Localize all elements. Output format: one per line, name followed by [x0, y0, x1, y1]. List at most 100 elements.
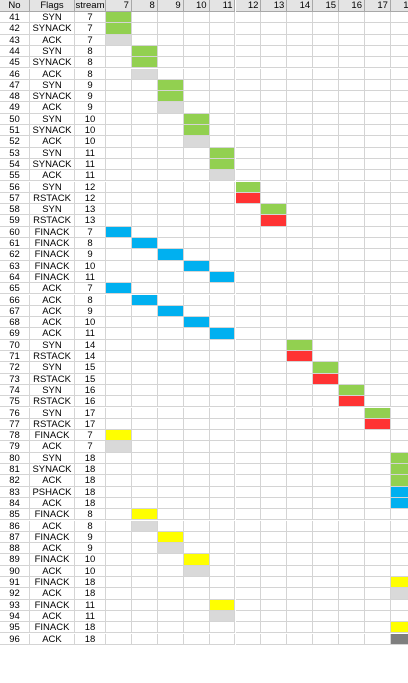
grid-cell[interactable]: [131, 204, 158, 216]
grid-cell[interactable]: [313, 452, 340, 464]
grid-cell[interactable]: [235, 509, 262, 521]
grid-cell[interactable]: [235, 260, 262, 272]
grid-cell[interactable]: [390, 182, 408, 193]
grid-cell[interactable]: [235, 543, 262, 555]
marked-cell-red[interactable]: [365, 418, 391, 431]
row-no-cell[interactable]: 86: [0, 520, 30, 532]
grid-cell[interactable]: [261, 418, 288, 431]
row-stream-cell[interactable]: 9: [75, 305, 106, 318]
marked-cell-yellow[interactable]: [390, 622, 408, 634]
grid-cell[interactable]: [339, 136, 365, 148]
grid-cell[interactable]: [261, 317, 288, 329]
grid-cell[interactable]: [261, 565, 288, 577]
grid-cell[interactable]: [235, 407, 262, 419]
grid-cell[interactable]: [339, 294, 365, 306]
row-no-cell[interactable]: 43: [0, 34, 30, 46]
grid-cell[interactable]: [183, 588, 210, 600]
grid-cell[interactable]: [235, 418, 262, 431]
grid-cell[interactable]: [287, 317, 314, 329]
grid-cell[interactable]: [209, 497, 236, 510]
row-flags-cell[interactable]: SYN: [30, 339, 75, 351]
grid-cell[interactable]: [313, 396, 340, 408]
grid-cell[interactable]: [235, 91, 262, 103]
row-no-cell[interactable]: 70: [0, 339, 30, 351]
row-flags-cell[interactable]: ACK: [30, 543, 75, 555]
column-header-15[interactable]: 15: [313, 0, 340, 12]
grid-cell[interactable]: [390, 12, 408, 24]
grid-cell[interactable]: [235, 226, 262, 238]
row-stream-cell[interactable]: 18: [75, 588, 106, 600]
grid-cell[interactable]: [106, 181, 132, 193]
row-flags-cell[interactable]: SYN: [30, 204, 75, 216]
grid-cell[interactable]: [287, 633, 314, 645]
grid-cell[interactable]: [313, 543, 340, 555]
grid-cell[interactable]: [131, 622, 158, 634]
marked-cell-green[interactable]: [183, 113, 210, 125]
grid-cell[interactable]: [235, 170, 262, 182]
grid-cell[interactable]: [131, 396, 158, 408]
grid-cell[interactable]: [339, 158, 365, 171]
marked-cell-green[interactable]: [390, 475, 408, 487]
grid-cell[interactable]: [339, 215, 365, 227]
row-flags-cell[interactable]: ACK: [30, 610, 75, 623]
grid-cell[interactable]: [106, 407, 132, 419]
grid-cell[interactable]: [183, 249, 210, 261]
grid-cell[interactable]: [339, 373, 365, 385]
grid-cell[interactable]: [261, 407, 288, 419]
grid-cell[interactable]: [183, 305, 210, 318]
grid-cell[interactable]: [157, 362, 184, 374]
grid-cell[interactable]: [287, 486, 314, 498]
grid-cell[interactable]: [157, 407, 184, 419]
grid-cell[interactable]: [183, 68, 210, 80]
grid-cell[interactable]: [183, 181, 210, 193]
grid-cell[interactable]: [157, 509, 184, 521]
grid-cell[interactable]: [106, 351, 132, 363]
grid-cell[interactable]: [313, 147, 340, 159]
grid-cell[interactable]: [365, 509, 391, 521]
row-stream-cell[interactable]: 15: [75, 373, 106, 385]
grid-cell[interactable]: [209, 464, 236, 476]
grid-cell[interactable]: [339, 125, 365, 137]
row-no-cell[interactable]: 80: [0, 452, 30, 464]
marked-cell-yellow[interactable]: [183, 554, 210, 566]
row-stream-cell[interactable]: 11: [75, 271, 106, 284]
grid-cell[interactable]: [131, 633, 158, 645]
grid-cell[interactable]: [131, 249, 158, 261]
grid-cell[interactable]: [131, 486, 158, 498]
grid-cell[interactable]: [261, 12, 288, 24]
grid-cell[interactable]: [287, 102, 314, 114]
row-stream-cell[interactable]: 12: [75, 192, 106, 205]
row-stream-cell[interactable]: 7: [75, 283, 106, 295]
row-no-cell[interactable]: 57: [0, 192, 30, 205]
grid-cell[interactable]: [209, 136, 236, 148]
grid-cell[interactable]: [209, 181, 236, 193]
grid-cell[interactable]: [390, 159, 408, 171]
grid-cell[interactable]: [365, 328, 391, 340]
grid-cell[interactable]: [131, 531, 158, 544]
marked-cell-gray[interactable]: [183, 136, 210, 148]
grid-cell[interactable]: [313, 204, 340, 216]
grid-cell[interactable]: [235, 23, 262, 35]
grid-cell[interactable]: [106, 520, 132, 532]
grid-cell[interactable]: [365, 79, 391, 92]
grid-cell[interactable]: [390, 35, 408, 46]
grid-cell[interactable]: [209, 45, 236, 58]
grid-cell[interactable]: [235, 384, 262, 397]
grid-cell[interactable]: [313, 294, 340, 306]
grid-cell[interactable]: [339, 170, 365, 182]
grid-cell[interactable]: [390, 46, 408, 58]
grid-cell[interactable]: [209, 418, 236, 431]
grid-cell[interactable]: [313, 34, 340, 46]
grid-cell[interactable]: [183, 283, 210, 295]
grid-cell[interactable]: [209, 441, 236, 453]
grid-cell[interactable]: [365, 12, 391, 24]
grid-cell[interactable]: [365, 351, 391, 363]
grid-cell[interactable]: [365, 396, 391, 408]
grid-cell[interactable]: [235, 113, 262, 125]
grid-cell[interactable]: [390, 69, 408, 80]
grid-cell[interactable]: [157, 113, 184, 125]
grid-cell[interactable]: [106, 57, 132, 69]
grid-cell[interactable]: [235, 373, 262, 385]
grid-cell[interactable]: [106, 565, 132, 577]
grid-cell[interactable]: [131, 260, 158, 272]
